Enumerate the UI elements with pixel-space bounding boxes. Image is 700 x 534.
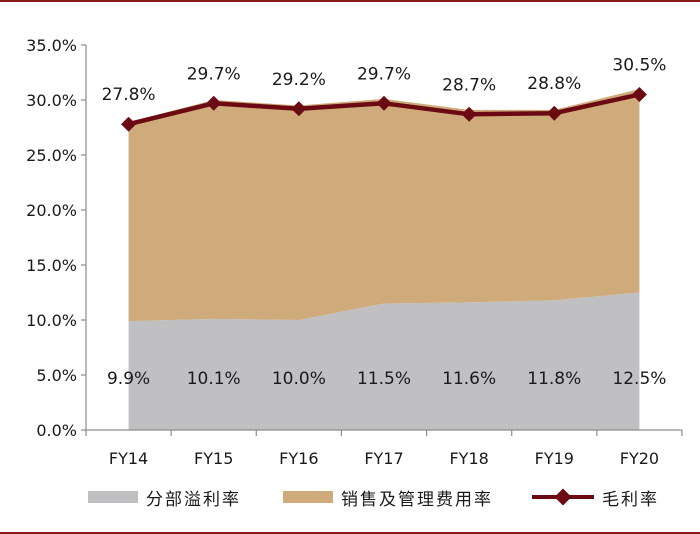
legend-item-sga: 销售及管理费用率 <box>283 480 493 514</box>
segment-profit-value-label: 10.1% <box>187 369 241 389</box>
chart-legend: 分部溢利率 销售及管理费用率 毛利率 <box>0 480 700 514</box>
gross-margin-marker <box>461 106 477 122</box>
bottom-border-rule <box>0 532 700 534</box>
gross-margin-value-label: 29.2% <box>272 70 326 90</box>
segment-profit-value-label: 11.6% <box>442 369 496 389</box>
y-tick-label: 35.0% <box>26 36 77 55</box>
gross-margin-value-label: 30.5% <box>612 56 666 76</box>
segment-profit-swatch <box>88 491 138 503</box>
x-tick-label-fy18: FY18 <box>449 449 488 468</box>
gross-margin-marker <box>376 95 392 111</box>
legend-item-gross-margin: 毛利率 <box>532 480 659 514</box>
gross-margin-value-label: 28.8% <box>527 74 581 94</box>
segment-profit-value-label: 11.8% <box>527 369 581 389</box>
segment-profit-value-label: 10.0% <box>272 369 326 389</box>
area-sga <box>128 89 640 322</box>
legend-label-segment-profit: 分部溢利率 <box>146 489 241 510</box>
y-tick-label: 25.0% <box>26 146 77 165</box>
y-tick-label: 20.0% <box>26 201 77 220</box>
top-border-rule <box>0 0 700 2</box>
gross-margin-value-label: 29.7% <box>187 64 241 84</box>
legend-label-sga: 销售及管理费用率 <box>341 489 493 510</box>
gross-margin-marker <box>546 105 562 121</box>
margin-area-chart: 0.0% 5.0% 10.0% 15.0% 20.0% 25.0% 30.0% 35.0% FY… <box>26 36 683 468</box>
gross-margin-value-label: 28.7% <box>442 75 496 95</box>
area-segment-profit <box>128 292 640 430</box>
y-tick-label: 5.0% <box>36 366 77 385</box>
gross-margin-marker <box>121 116 137 132</box>
segment-profit-value-label: 9.9% <box>107 369 150 389</box>
gross-margin-value-label: 29.7% <box>357 64 411 84</box>
x-tick-label-fy20: FY20 <box>620 449 659 468</box>
sga-swatch <box>283 491 333 503</box>
stacked-areas <box>128 89 640 430</box>
x-tick-label-fy19: FY19 <box>535 449 574 468</box>
segment-profit-value-label: 11.5% <box>357 369 411 389</box>
gross-margin-marker <box>206 95 222 111</box>
x-tick-label-fy17: FY17 <box>364 449 403 468</box>
gross-margin-marker <box>291 101 307 117</box>
gross-margin-value-label: 27.8% <box>102 85 156 105</box>
data-labels: 27.8% 29.7% 29.2% 29.7% 28.7% 28.8% 30.5% 9.9% 1… <box>102 56 667 390</box>
x-tick-label-fy15: FY15 <box>194 449 233 468</box>
legend-item-segment-profit: 分部溢利率 <box>88 480 241 514</box>
y-tick-label: 30.0% <box>26 91 77 110</box>
gross-margin-series <box>121 87 647 132</box>
gross-margin-marker <box>631 87 647 102</box>
y-tick-label: 0.0% <box>36 421 77 440</box>
legend-label-gross-margin: 毛利率 <box>602 489 659 510</box>
chart-axes: 0.0% 5.0% 10.0% 15.0% 20.0% 25.0% 30.0% 35.0% FY… <box>26 36 683 468</box>
x-tick-label-fy16: FY16 <box>279 449 318 468</box>
y-tick-label: 10.0% <box>26 311 77 330</box>
y-tick-label: 15.0% <box>26 256 77 275</box>
gross-margin-swatch <box>532 488 594 506</box>
x-tick-label-fy14: FY14 <box>109 449 148 468</box>
segment-profit-value-label: 12.5% <box>612 369 666 389</box>
